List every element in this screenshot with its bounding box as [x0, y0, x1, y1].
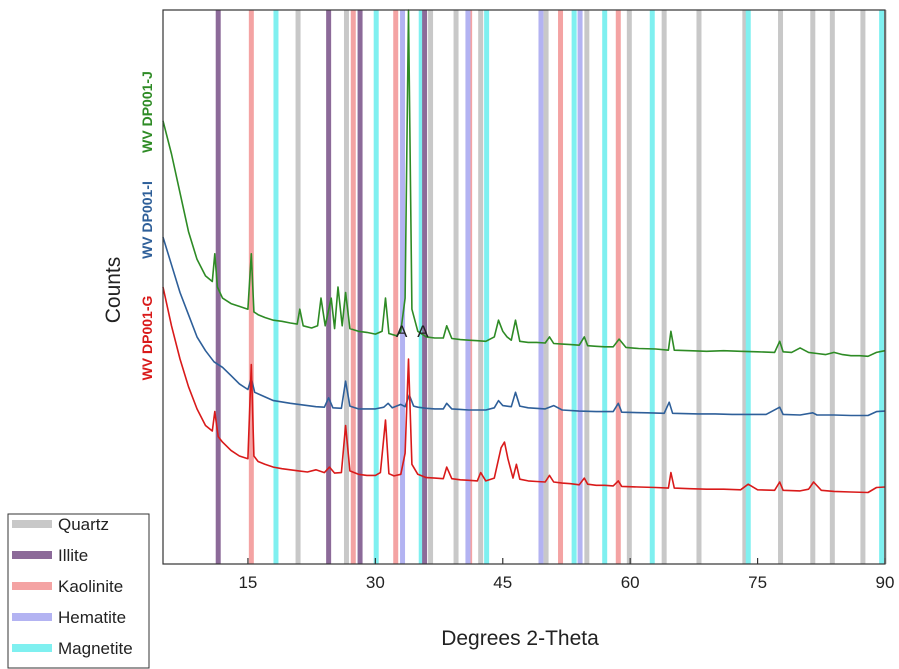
- phase-reference-lines: [215, 10, 887, 564]
- x-tick-label: 15: [238, 573, 257, 592]
- legend-label-kaolinite: Kaolinite: [58, 577, 123, 596]
- legend-swatch-hematite: [12, 613, 52, 621]
- x-tick-label: 30: [366, 573, 385, 592]
- legend-label-illite: Illite: [58, 546, 88, 565]
- x-axis-title: Degrees 2-Theta: [441, 627, 599, 650]
- plot-frame: [162, 9, 886, 565]
- legend: Quartz Illite Kaolinite Hematite Magnetite: [7, 513, 150, 669]
- legend-box: [7, 513, 150, 669]
- series-line-0: [162, 9, 886, 358]
- y-axis-title: Counts: [102, 257, 125, 324]
- legend-label-magnetite: Magnetite: [58, 639, 133, 658]
- annotation-label-1: A: [417, 322, 429, 341]
- x-tick-label: 90: [876, 573, 895, 592]
- series-label-g: WV DP001-G: [139, 295, 155, 380]
- series-line-1: [162, 236, 886, 417]
- x-tick-label: 75: [748, 573, 767, 592]
- x-axis-ticks: 15 30 45 60 75 90: [238, 558, 894, 592]
- legend-swatch-magnetite: [12, 644, 52, 652]
- x-tick-label: 60: [621, 573, 640, 592]
- series-label-i: WV DP001-I: [139, 181, 155, 259]
- legend-swatch-kaolinite: [12, 582, 52, 590]
- legend-label-hematite: Hematite: [58, 608, 126, 627]
- x-tick-label: 45: [493, 573, 512, 592]
- annotation-label-0: A: [396, 322, 408, 341]
- series-line-2: [162, 286, 886, 494]
- legend-swatch-illite: [12, 551, 52, 559]
- legend-label-quartz: Quartz: [58, 515, 109, 534]
- legend-swatch-quartz: [12, 520, 52, 528]
- series-label-j: WV DP001-J: [139, 71, 155, 153]
- diffraction-patterns: [162, 9, 886, 494]
